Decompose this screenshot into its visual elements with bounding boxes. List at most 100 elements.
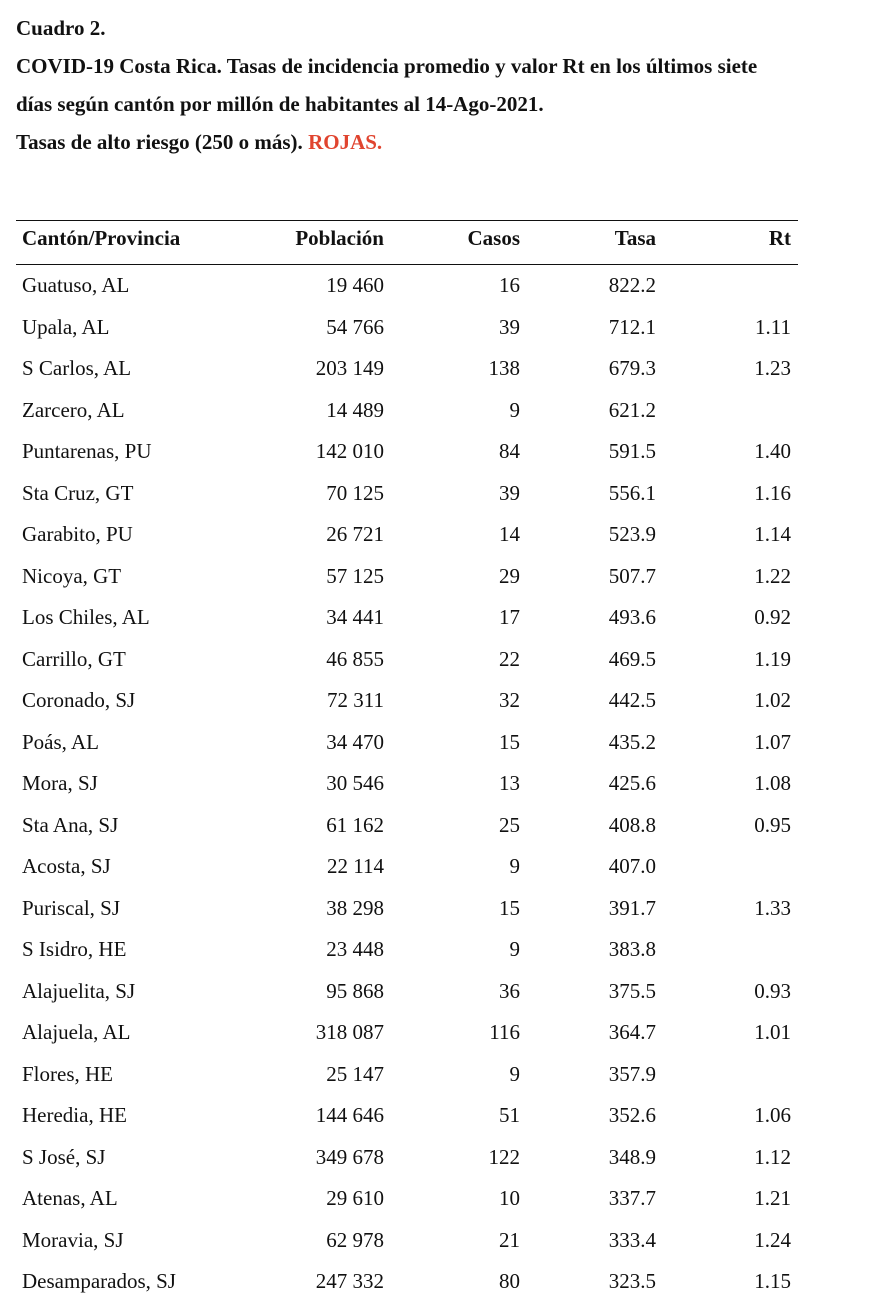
- cell-canton: Poás, AL: [22, 729, 100, 754]
- table-body: Guatuso, AL 19 460 16 822.2 Upala, AL 54 766 3…: [16, 265, 798, 1303]
- cell-canton: Zarcero, AL: [22, 397, 125, 422]
- cell-canton: Alajuela, AL: [22, 1020, 131, 1044]
- cell-poblacion: 61 162: [326, 812, 384, 837]
- cell-canton: Atenas, AL: [22, 1186, 118, 1210]
- cell-canton: Puntarenas, PU: [22, 439, 152, 463]
- table-row: Heredia, HE 144 646 51 352.6 1.06: [16, 1095, 798, 1137]
- cell-poblacion: 72 311: [327, 688, 384, 712]
- cell-rt: 1.15: [754, 1269, 791, 1293]
- cell-rt: 1.33: [754, 895, 791, 920]
- cell-rt: 1.24: [754, 1227, 791, 1252]
- table-row: Sta Cruz, GT 70 125 39 556.1 1.16: [16, 473, 798, 515]
- table-number: Cuadro 2.: [16, 16, 106, 40]
- cell-casos: 25: [499, 812, 520, 837]
- cell-tasa: 352.6: [608, 1103, 656, 1127]
- cell-casos: 21: [499, 1227, 520, 1252]
- cell-casos: 29: [499, 563, 520, 588]
- cell-poblacion: 22 114: [327, 854, 384, 878]
- cell-tasa: 442.5: [608, 688, 656, 712]
- cell-canton: Guatuso, AL: [22, 273, 130, 297]
- table-row: Upala, AL 54 766 39 712.1 1.11: [16, 307, 798, 349]
- cell-rt: 1.11: [755, 314, 791, 339]
- cell-canton: Puriscal, SJ: [22, 895, 121, 920]
- cell-canton: Garabito, PU: [22, 522, 133, 546]
- table-row: Guatuso, AL 19 460 16 822.2: [16, 265, 798, 307]
- cell-tasa: 383.8: [608, 937, 656, 961]
- cell-casos: 15: [499, 895, 520, 920]
- cell-casos: 10: [499, 1186, 520, 1210]
- cell-tasa: 348.9: [608, 1144, 656, 1169]
- cell-poblacion: 23 448: [326, 937, 384, 961]
- cell-canton: Alajuelita, SJ: [22, 978, 136, 1003]
- cell-casos: 80: [499, 1269, 520, 1293]
- cell-rt: 1.16: [754, 480, 791, 505]
- cell-canton: Los Chiles, AL: [22, 605, 150, 629]
- cell-tasa: 408.8: [608, 812, 656, 837]
- cell-rt: 1.01: [754, 1020, 791, 1044]
- cell-canton: Mora, SJ: [22, 771, 98, 795]
- cell-casos: 16: [499, 273, 520, 297]
- cell-poblacion: 62 978: [326, 1227, 384, 1252]
- column-header-casos: Casos: [467, 226, 520, 250]
- table-row: Flores, HE 25 147 9 357.9: [16, 1054, 798, 1096]
- table-row: Atenas, AL 29 610 10 337.7 1.21: [16, 1178, 798, 1220]
- cell-tasa: 337.7: [608, 1186, 656, 1210]
- cell-rt: 1.08: [754, 771, 791, 795]
- cell-canton: Coronado, SJ: [22, 688, 136, 712]
- cell-tasa: 822.2: [608, 273, 656, 297]
- cell-rt: 1.02: [754, 688, 791, 712]
- table-row: Nicoya, GT 57 125 29 507.7 1.22: [16, 556, 798, 598]
- cell-poblacion: 144 646: [315, 1103, 384, 1127]
- cell-canton: Upala, AL: [22, 314, 110, 339]
- cell-casos: 9: [509, 397, 521, 422]
- cell-rt: 1.07: [754, 729, 791, 754]
- cell-casos: 13: [499, 771, 520, 795]
- cell-casos: 116: [489, 1020, 520, 1044]
- cell-poblacion: 349 678: [315, 1144, 384, 1169]
- cell-casos: 138: [488, 356, 521, 380]
- table-row: Garabito, PU 26 721 14 523.9 1.14: [16, 514, 798, 556]
- cell-poblacion: 29 610: [326, 1186, 384, 1210]
- table-row: Moravia, SJ 62 978 21 333.4 1.24: [16, 1220, 798, 1262]
- table-row: Mora, SJ 30 546 13 425.6 1.08: [16, 763, 798, 805]
- table-row: Puntarenas, PU 142 010 84 591.5 1.40: [16, 431, 798, 473]
- table-row: Desamparados, SJ 247 332 80 323.5 1.15: [16, 1261, 798, 1303]
- cell-canton: S Carlos, AL: [22, 356, 132, 380]
- cell-canton: S Isidro, HE: [22, 937, 127, 961]
- cell-poblacion: 142 010: [315, 439, 384, 463]
- cell-rt: 0.93: [754, 978, 791, 1003]
- cell-rt: 1.22: [754, 563, 791, 588]
- cell-poblacion: 70 125: [326, 480, 384, 505]
- table-row: S Isidro, HE 23 448 9 383.8: [16, 929, 798, 971]
- cell-casos: 15: [499, 729, 520, 754]
- cell-canton: Desamparados, SJ: [22, 1269, 176, 1293]
- cell-poblacion: 14 489: [326, 397, 384, 422]
- cell-tasa: 523.9: [608, 522, 656, 546]
- cell-poblacion: 19 460: [326, 273, 384, 297]
- cell-casos: 9: [509, 854, 521, 878]
- cell-casos: 32: [499, 688, 520, 712]
- cell-casos: 9: [509, 1061, 521, 1086]
- table-row: Coronado, SJ 72 311 32 442.5 1.02: [16, 680, 798, 722]
- cell-canton: Acosta, SJ: [22, 854, 111, 878]
- cell-canton: S José, SJ: [22, 1144, 106, 1169]
- cell-tasa: 507.7: [608, 563, 656, 588]
- cell-tasa: 391.7: [608, 895, 656, 920]
- document-header: Cuadro 2. COVID-19 Costa Rica. Tasas de …: [16, 14, 872, 156]
- cell-poblacion: 26 721: [326, 522, 384, 546]
- cell-poblacion: 95 868: [326, 978, 384, 1003]
- cell-tasa: 493.6: [608, 605, 656, 629]
- column-header-rt: Rt: [768, 226, 791, 250]
- cell-poblacion: 25 147: [326, 1061, 384, 1086]
- cell-tasa: 469.5: [608, 646, 656, 671]
- table-top-rule: [16, 220, 798, 221]
- cell-tasa: 712.1: [608, 314, 656, 339]
- cell-rt: 0.95: [754, 812, 791, 837]
- table-row: Acosta, SJ 22 114 9 407.0: [16, 846, 798, 888]
- cell-casos: 22: [499, 646, 520, 671]
- cell-casos: 14: [499, 522, 520, 546]
- cell-tasa: 323.5: [608, 1269, 656, 1293]
- cell-canton: Moravia, SJ: [22, 1227, 124, 1252]
- cell-canton: Heredia, HE: [22, 1103, 127, 1127]
- column-header-canton: Cantón/Provincia: [22, 226, 181, 250]
